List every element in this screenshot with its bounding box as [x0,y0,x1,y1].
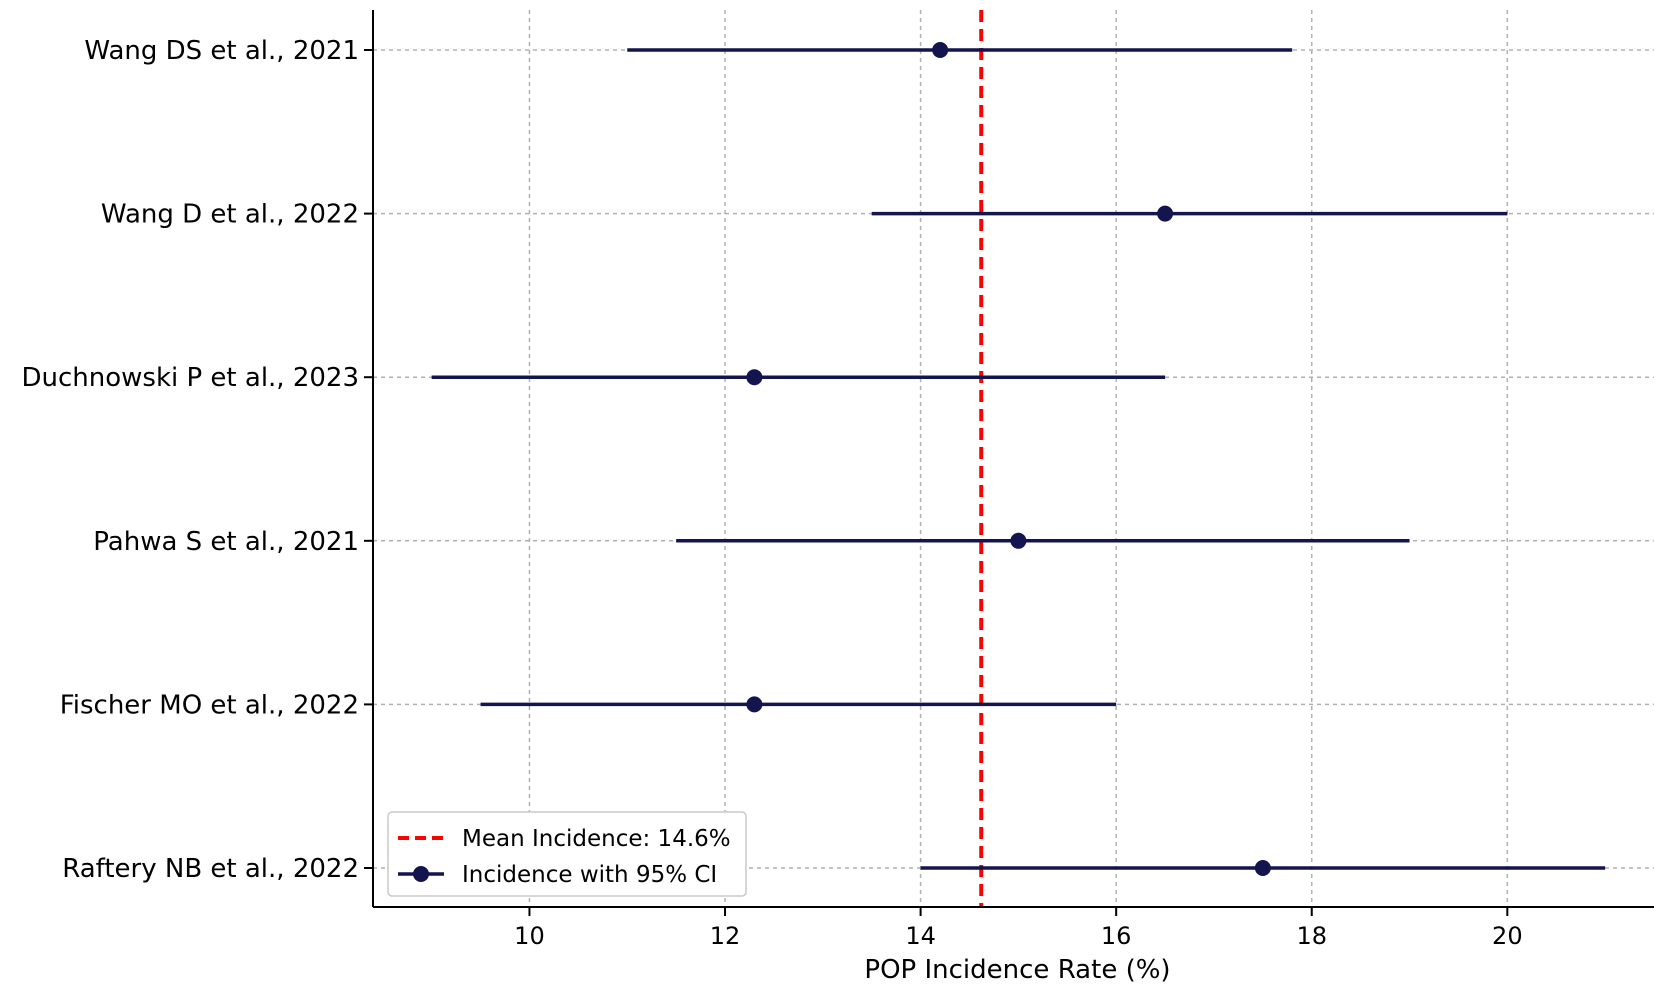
study-estimates [431,42,1606,876]
legend-series-swatch-dot [413,866,429,882]
study-label: Duchnowski P et al., 2023 [21,363,359,393]
x-axis-title: POP Incidence Rate (%) [864,955,1170,985]
study-labels: Wang DS et al., 2021 Wang D et al., 2022 D… [21,36,359,884]
study-label: Raftery NB et al., 2022 [62,854,359,884]
x-tick-label: 12 [710,922,741,950]
legend-series-label: Incidence with 95% CI [462,862,717,888]
point-estimate [932,42,949,58]
point-estimate [1157,205,1174,222]
x-tick-label: 16 [1101,922,1132,950]
grid-lines [373,10,1654,907]
x-tick-label: 10 [514,922,545,950]
study-label: Pahwa S et al., 2021 [93,527,359,557]
point-estimate [1254,860,1271,876]
point-estimate [746,696,763,713]
point-estimate [746,369,763,386]
point-estimate [1010,532,1027,549]
axes [364,10,1654,908]
x-tick-label: 18 [1296,922,1327,950]
study-label: Wang D et al., 2022 [101,200,359,230]
x-axis-ticks: 10 12 14 16 18 20 [514,907,1523,950]
study-label: Fischer MO et al., 2022 [60,690,359,720]
x-tick-label: 14 [905,922,936,950]
study-label: Wang DS et al., 2021 [84,36,359,66]
legend: Mean Incidence: 14.6% Incidence with 95%… [387,811,747,897]
x-tick-label: 20 [1492,922,1523,950]
legend-frame [387,811,747,897]
legend-mean-label: Mean Incidence: 14.6% [462,826,731,852]
